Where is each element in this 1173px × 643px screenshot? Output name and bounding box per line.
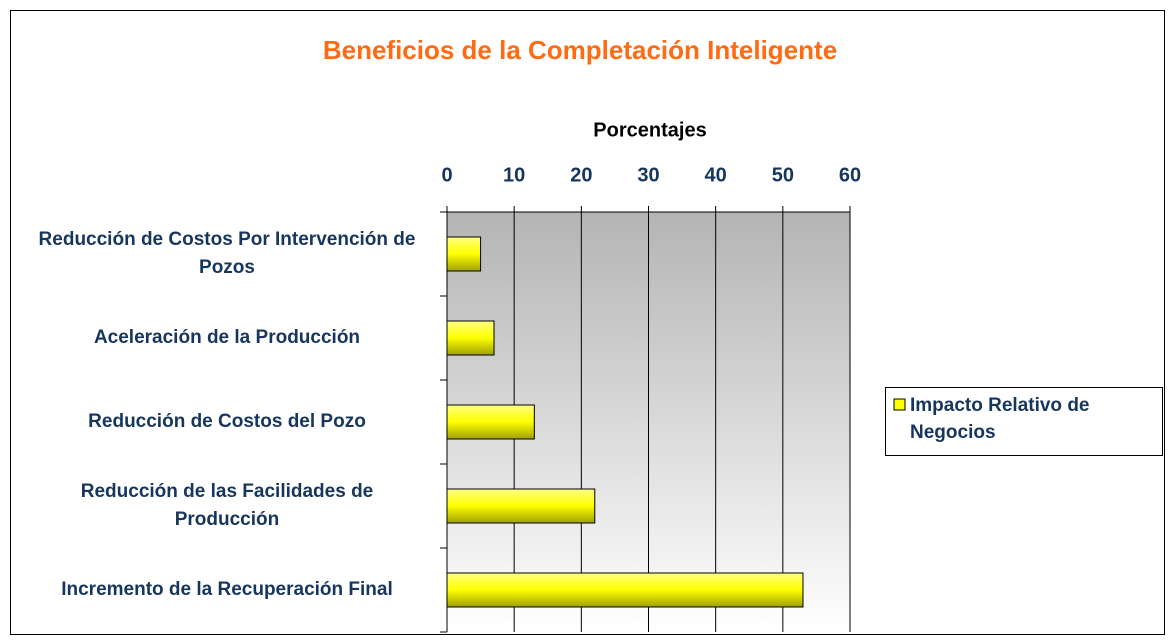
x-tick-label: 30 (637, 164, 659, 186)
bar (446, 320, 495, 356)
x-tick-label: 40 (705, 164, 727, 186)
bar (446, 404, 535, 440)
y-tick-label: Incremento de la Recuperación Final (61, 579, 393, 600)
x-tick-label: 60 (839, 164, 861, 186)
legend-swatch (893, 398, 906, 411)
y-tick-label: Reducción de las Facilidades de Producci… (80, 481, 374, 530)
bar (446, 572, 804, 608)
x-axis-label: Porcentajes (593, 119, 706, 141)
x-tick-label: 20 (570, 164, 592, 186)
x-tick-label: 50 (772, 164, 794, 186)
y-tick-label: Reducción de Costos Por Intervención de … (38, 229, 416, 278)
y-tick-label: Reducción de Costos del Pozo (88, 411, 366, 432)
legend-label: Impacto Relativo de Negocios (910, 395, 1090, 443)
x-tick-label: 10 (503, 164, 525, 186)
chart-title: Beneficios de la Completación Inteligent… (323, 35, 837, 65)
y-tick-label: Aceleración de la Producción (93, 327, 361, 348)
bar (446, 488, 596, 524)
frame (10, 10, 1165, 635)
x-tick-label: 0 (441, 164, 452, 186)
bar (446, 236, 482, 272)
legend-box (885, 387, 1163, 456)
